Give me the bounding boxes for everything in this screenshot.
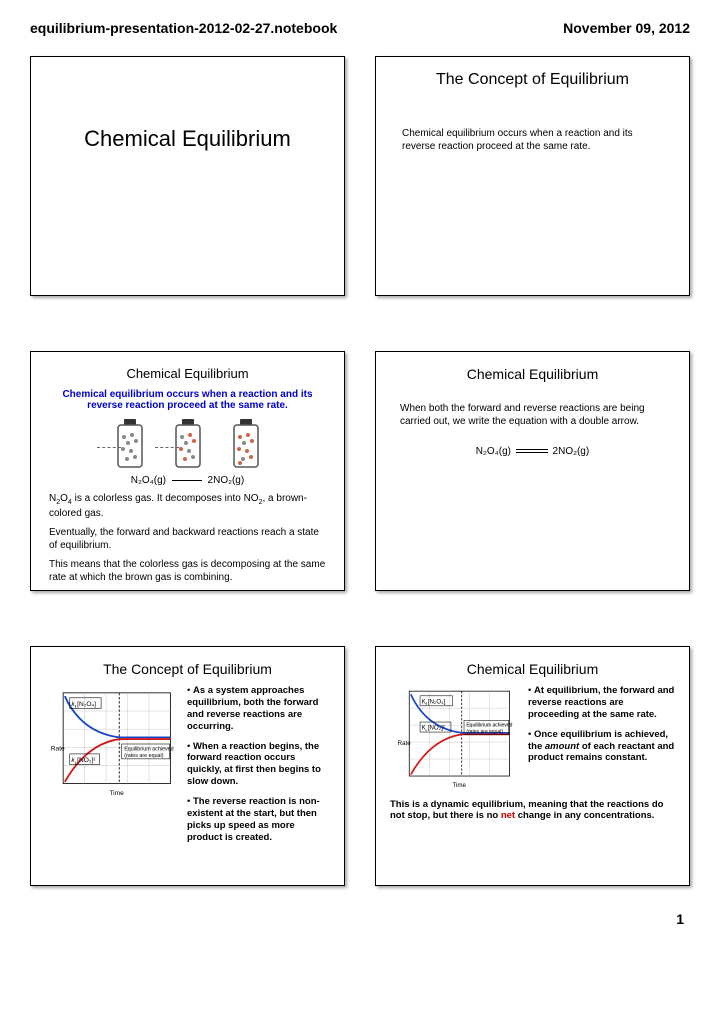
svg-text:Equilibrium achieved: Equilibrium achieved [124, 747, 173, 753]
dynamic-eq-text: This is a dynamic equilibrium, meaning t… [390, 799, 675, 821]
bullets: • As a system approaches equilibrium, bo… [187, 685, 330, 852]
bottles-row [45, 419, 330, 469]
slide-4: Chemical Equilibrium When both the forwa… [375, 351, 690, 591]
bullets: • At equilibrium, the forward and revers… [528, 685, 675, 793]
svg-text:[NO₂]²: [NO₂]² [77, 757, 96, 764]
svg-text:[N₂O₄]: [N₂O₄] [77, 701, 96, 708]
svg-text:Rate: Rate [398, 740, 412, 747]
blue-statement: Chemical equilibrium occurs when a react… [53, 389, 322, 411]
slide-title: Chemical Equilibrium [45, 126, 330, 152]
svg-text:[N₂O₄]: [N₂O₄] [428, 699, 446, 706]
slide-6: Chemical Equilibrium Kf[N₂O₄] Kr[NO₂]² E [375, 646, 690, 886]
slide-5: The Concept of Equilibrium kf[N₂O₄] kr[N… [30, 646, 345, 886]
slide-title: Chemical Equilibrium [390, 366, 675, 382]
p1: N2O4 is a colorless gas. It decomposes i… [49, 492, 326, 520]
svg-text:Time: Time [452, 782, 466, 789]
bottle-icon [230, 419, 262, 469]
slide-body: Chemical equilibrium occurs when a react… [402, 127, 663, 153]
slide-title: The Concept of Equilibrium [45, 661, 330, 677]
doc-title: equilibrium-presentation-2012-02-27.note… [30, 20, 337, 36]
p2: Eventually, the forward and backward rea… [49, 526, 326, 552]
bottle-icon [172, 419, 204, 469]
svg-text:Rate: Rate [51, 746, 65, 753]
slide-title: Chemical Equilibrium [390, 661, 675, 677]
svg-text:Time: Time [109, 790, 124, 797]
rate-graph: Kf[N₂O₄] Kr[NO₂]² Equilibrium achieved (… [390, 685, 518, 793]
slide-2: The Concept of Equilibrium Chemical equi… [375, 56, 690, 296]
bottle-icon [114, 419, 146, 469]
page: equilibrium-presentation-2012-02-27.note… [0, 0, 720, 947]
formula: N₂O₄(g) 2NO₂(g) [45, 475, 330, 486]
page-number: 1 [30, 911, 690, 927]
slide-3: Chemical Equilibrium Chemical equilibriu… [30, 351, 345, 591]
p1: When both the forward and reverse reacti… [400, 402, 665, 428]
slide-title: Chemical Equilibrium [45, 366, 330, 381]
svg-text:Equilibrium achieved: Equilibrium achieved [466, 723, 512, 729]
slide-grid: Chemical Equilibrium The Concept of Equi… [30, 56, 690, 886]
p3: This means that the colorless gas is dec… [49, 558, 326, 584]
rate-graph: kf[N₂O₄] kr[NO₂]² Equilibrium achieved (… [45, 685, 177, 803]
svg-text:(rates are equal): (rates are equal) [466, 729, 503, 735]
slide-title: The Concept of Equilibrium [390, 71, 675, 89]
formula: N₂O₄(g) 2NO₂(g) [390, 446, 675, 457]
svg-text:(rates are equal): (rates are equal) [124, 753, 164, 759]
svg-text:[NO₂]²: [NO₂]² [428, 725, 445, 732]
doc-date: November 09, 2012 [563, 20, 690, 36]
page-header: equilibrium-presentation-2012-02-27.note… [30, 20, 690, 36]
slide-1: Chemical Equilibrium [30, 56, 345, 296]
